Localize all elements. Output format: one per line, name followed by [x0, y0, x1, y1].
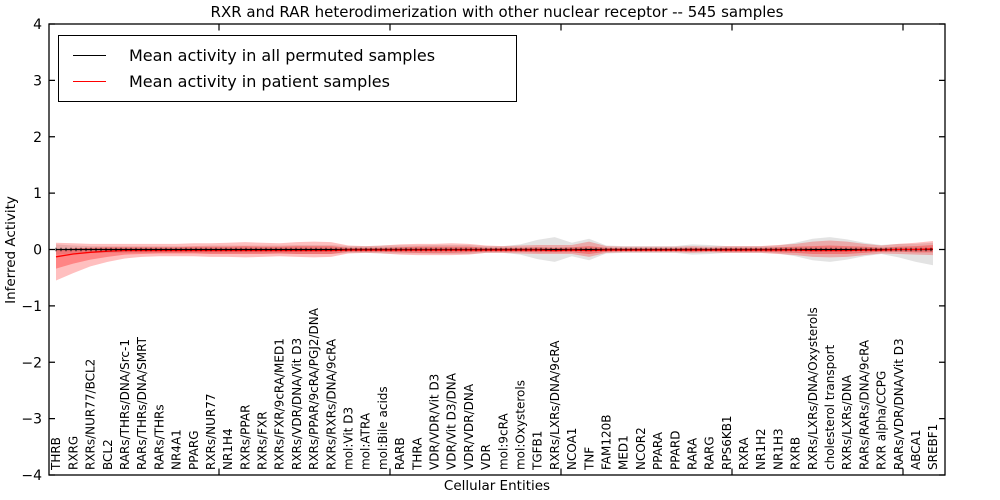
- axis-ticks: [49, 23, 945, 476]
- permuted-mean-markers: [55, 247, 932, 252]
- x-tick-label: VDR/VDR/Vit D3: [428, 374, 442, 470]
- x-tick-label: RARA: [685, 437, 699, 470]
- legend-entry-permuted: Mean activity in all permuted samples: [73, 42, 516, 68]
- x-tick-label: VDR/VDR/DNA: [462, 383, 476, 470]
- x-tick-label: mol:Vit D3: [342, 407, 356, 470]
- x-tick-label: RARs/THRs/DNA/SMRT: [135, 336, 149, 470]
- x-tick-label: FAM120B: [599, 415, 613, 471]
- x-tick-label: TGFB1: [531, 431, 545, 471]
- x-tick-label: RXR alpha/CCPG: [875, 371, 889, 470]
- x-tick-label: MED1: [617, 435, 631, 470]
- x-tick-label: NR1H4: [221, 428, 235, 470]
- x-tick-label: SREBF1: [926, 424, 940, 470]
- x-tick-label: mol:Oxysterols: [513, 380, 527, 470]
- line-patient-mean: [55, 248, 934, 258]
- y-tick-label: 2: [33, 130, 42, 146]
- x-tick-label: THRA: [410, 437, 424, 471]
- y-tick-label: −3: [21, 412, 42, 428]
- x-tick-label: RXRG: [66, 436, 80, 470]
- legend-label-patient: Mean activity in patient samples: [129, 71, 390, 91]
- x-tick-label: RXRs/NUR77/BCL2: [84, 359, 98, 470]
- x-tick-label: RPS6KB1: [720, 415, 734, 470]
- x-tick-label: mol:Bile acids: [376, 386, 390, 470]
- y-tick-label: 3: [33, 73, 42, 89]
- x-tick-label: RARs/THRs: [152, 404, 166, 470]
- x-axis-label: Cellular Entities: [443, 478, 551, 494]
- y-tick-label: 4: [33, 17, 42, 33]
- x-tick-label: RARB: [393, 437, 407, 470]
- x-tick-label: THRB: [49, 437, 63, 471]
- x-tick-label: RXRs/FXR: [256, 411, 270, 470]
- x-tick-label: mol:9cRA: [496, 413, 510, 470]
- x-tick-label: NR4A1: [170, 429, 184, 470]
- x-tick-label: RXRs/FXR/9cRA/MED1: [273, 338, 287, 470]
- x-tick-label: RXRA: [737, 437, 751, 470]
- x-tick-label: cholesterol transport: [823, 344, 837, 470]
- y-axis-label: Inferred Activity: [3, 196, 19, 304]
- y-tick-label: 0: [33, 243, 42, 259]
- x-tick-label: RXRs/LXRs/DNA/Oxysterols: [806, 307, 820, 470]
- x-tick-label: NR1H3: [771, 428, 785, 470]
- y-tick-label: −2: [21, 355, 42, 371]
- x-tick-label: RARs/RARs/DNA/9cRA: [857, 339, 871, 470]
- black-line-sample-icon: [73, 54, 106, 56]
- legend-entry-patient: Mean activity in patient samples: [73, 68, 516, 94]
- x-tick-label: NCOR2: [634, 427, 648, 470]
- x-tick-label: VDR: [479, 444, 493, 470]
- chart-title: RXR and RAR heterodimerization with othe…: [210, 3, 784, 21]
- x-tick-label: NR1H2: [754, 428, 768, 470]
- x-tick-label: RARG: [703, 436, 717, 470]
- x-tick-label: ABCA1: [909, 430, 923, 470]
- x-tick-label: RARs/THRs/DNA/Src-1: [118, 339, 132, 470]
- x-tick-label: RXRs/VDR/DNA/Vit D3: [290, 338, 304, 470]
- x-tick-label: TNF: [582, 447, 596, 471]
- x-tick-label: PPARG: [187, 430, 201, 470]
- x-tick-label: RXRs/NUR77: [204, 393, 218, 470]
- x-tick-label: NCOA1: [565, 428, 579, 470]
- legend-label-permuted: Mean activity in all permuted samples: [129, 45, 436, 65]
- x-tick-label: RXRB: [789, 437, 803, 470]
- band-permuted-samples-range: [56, 237, 933, 266]
- x-tick-label: RXRs/PPAR: [238, 405, 252, 470]
- x-tick-label: PPARD: [668, 431, 682, 471]
- x-tick-label: RXRs/LXRs/DNA: [840, 374, 854, 470]
- y-tick-label: 1: [33, 186, 42, 202]
- x-tick-label: RXRs/LXRs/DNA/9cRA: [548, 340, 562, 470]
- x-tick-label: RXRs/PPAR/9cRA/PGJ2/DNA: [307, 307, 321, 470]
- red-line-sample-icon: [73, 80, 106, 82]
- x-tick-label: VDR/Vit D3/DNA: [445, 372, 459, 470]
- x-tick-label: BCL2: [101, 439, 115, 470]
- x-tick-label: PPARA: [651, 431, 665, 470]
- y-tick-label: −1: [21, 299, 42, 315]
- x-tick-label: RARs/VDR/DNA/Vit D3: [892, 338, 906, 470]
- x-tick-label: mol:ATRA: [359, 412, 373, 470]
- x-tick-label: RXRs/RXRs/DNA/9cRA: [324, 338, 338, 470]
- y-tick-label: −4: [21, 468, 42, 484]
- legend: Mean activity in all permuted samples Me…: [58, 35, 517, 102]
